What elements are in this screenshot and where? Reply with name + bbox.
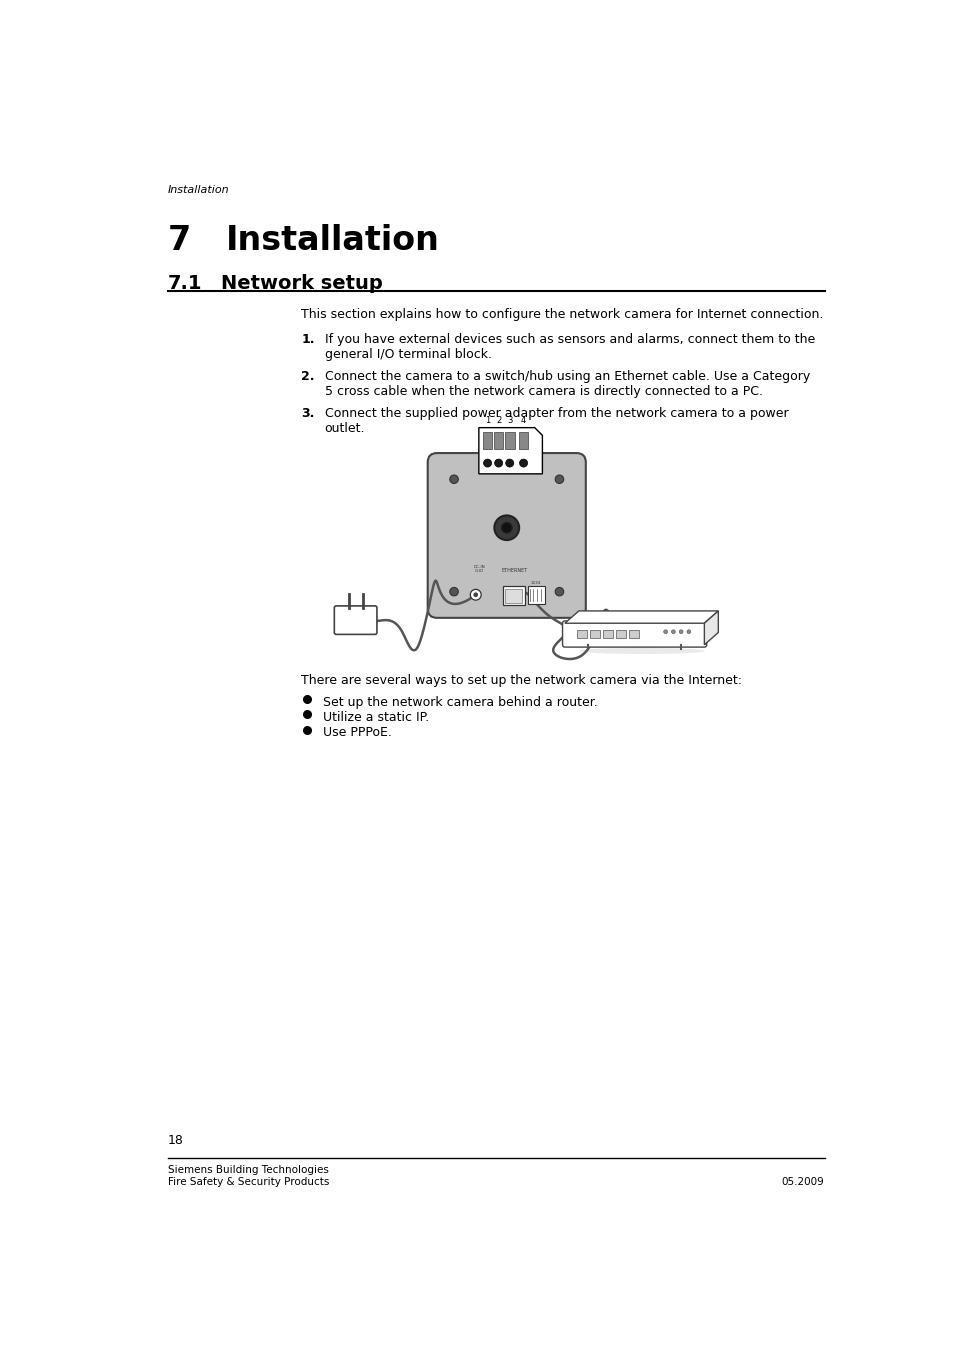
Circle shape bbox=[470, 590, 480, 601]
Circle shape bbox=[679, 629, 682, 633]
Text: 05.2009: 05.2009 bbox=[781, 1177, 823, 1187]
FancyBboxPatch shape bbox=[527, 586, 544, 603]
Text: 1: 1 bbox=[484, 416, 490, 424]
Ellipse shape bbox=[579, 648, 704, 653]
FancyBboxPatch shape bbox=[494, 432, 503, 450]
Text: 3.: 3. bbox=[301, 406, 314, 420]
FancyBboxPatch shape bbox=[562, 621, 706, 647]
Text: Siemens Building Technologies: Siemens Building Technologies bbox=[168, 1165, 329, 1174]
Polygon shape bbox=[564, 612, 718, 624]
Text: ETHERNET: ETHERNET bbox=[501, 568, 527, 574]
Text: 7: 7 bbox=[168, 224, 192, 256]
Text: 1234: 1234 bbox=[531, 580, 540, 585]
Text: Connect the camera to a switch/hub using an Ethernet cable. Use a Category
5 cro: Connect the camera to a switch/hub using… bbox=[324, 370, 809, 398]
Text: There are several ways to set up the network camera via the Internet:: There are several ways to set up the net… bbox=[301, 674, 741, 687]
Text: 2: 2 bbox=[496, 416, 500, 424]
Circle shape bbox=[686, 629, 690, 633]
Circle shape bbox=[483, 459, 491, 467]
Circle shape bbox=[500, 522, 512, 533]
FancyBboxPatch shape bbox=[502, 586, 524, 605]
Polygon shape bbox=[703, 612, 718, 645]
Text: Installation: Installation bbox=[168, 185, 230, 196]
FancyBboxPatch shape bbox=[576, 630, 586, 637]
FancyBboxPatch shape bbox=[616, 630, 625, 637]
FancyBboxPatch shape bbox=[504, 432, 514, 450]
Circle shape bbox=[519, 459, 527, 467]
Circle shape bbox=[663, 629, 667, 633]
Text: This section explains how to configure the network camera for Internet connectio: This section explains how to configure t… bbox=[301, 308, 822, 321]
FancyBboxPatch shape bbox=[602, 630, 612, 637]
Text: Utilize a static IP.: Utilize a static IP. bbox=[323, 711, 429, 724]
Circle shape bbox=[474, 593, 477, 597]
Polygon shape bbox=[478, 428, 542, 474]
FancyBboxPatch shape bbox=[482, 432, 492, 450]
Text: Installation: Installation bbox=[226, 224, 439, 256]
Circle shape bbox=[555, 475, 563, 483]
Circle shape bbox=[449, 475, 457, 483]
Circle shape bbox=[494, 516, 518, 540]
Text: DC-IN
G-IO: DC-IN G-IO bbox=[474, 564, 485, 574]
Circle shape bbox=[494, 459, 502, 467]
FancyBboxPatch shape bbox=[334, 606, 376, 634]
Text: 2.: 2. bbox=[301, 370, 314, 383]
Text: 4: 4 bbox=[520, 416, 526, 424]
Text: 3: 3 bbox=[506, 416, 512, 424]
Text: If you have external devices such as sensors and alarms, connect them to the
gen: If you have external devices such as sen… bbox=[324, 333, 814, 360]
FancyBboxPatch shape bbox=[589, 630, 599, 637]
Text: 1.: 1. bbox=[301, 333, 314, 346]
Text: Use PPPoE.: Use PPPoE. bbox=[323, 726, 392, 740]
Text: Fire Safety & Security Products: Fire Safety & Security Products bbox=[168, 1177, 329, 1187]
Circle shape bbox=[449, 587, 457, 595]
Text: Set up the network camera behind a router.: Set up the network camera behind a route… bbox=[323, 695, 598, 709]
Circle shape bbox=[555, 587, 563, 595]
Circle shape bbox=[505, 459, 514, 467]
Circle shape bbox=[671, 629, 675, 633]
FancyBboxPatch shape bbox=[519, 432, 527, 450]
FancyBboxPatch shape bbox=[629, 630, 639, 637]
Text: Network setup: Network setup bbox=[220, 274, 382, 293]
Text: 18: 18 bbox=[168, 1134, 184, 1148]
Text: 7.1: 7.1 bbox=[168, 274, 202, 293]
FancyBboxPatch shape bbox=[427, 454, 585, 618]
Text: Connect the supplied power adapter from the network camera to a power
outlet.: Connect the supplied power adapter from … bbox=[324, 406, 787, 435]
FancyBboxPatch shape bbox=[505, 589, 521, 603]
